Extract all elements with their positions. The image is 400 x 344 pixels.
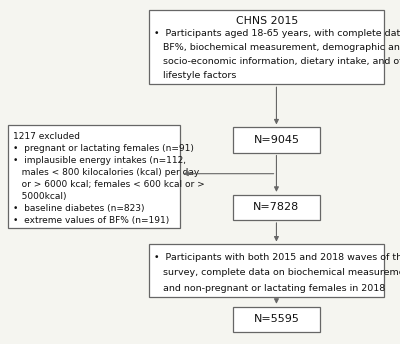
Text: lifestyle factors: lifestyle factors [154,71,236,80]
Text: males < 800 kilocalories (kcal) per day: males < 800 kilocalories (kcal) per day [13,168,199,177]
Bar [233,307,320,332]
Text: •  Participants aged 18-65 years, with complete data on: • Participants aged 18-65 years, with co… [154,29,400,38]
Text: BF%, biochemical measurement, demographic and: BF%, biochemical measurement, demographi… [154,43,400,52]
Bar [8,125,180,228]
Text: N=5595: N=5595 [254,314,299,324]
Text: and non-pregnant or lactating females in 2018: and non-pregnant or lactating females in… [154,284,385,293]
Text: survey, complete data on biochemical measurement: survey, complete data on biochemical mea… [154,268,400,277]
Text: •  Participants with both 2015 and 2018 waves of the: • Participants with both 2015 and 2018 w… [154,253,400,262]
Bar [233,127,320,153]
Bar [149,245,384,297]
Text: 1217 excluded: 1217 excluded [13,131,80,141]
Text: CHNS 2015: CHNS 2015 [236,16,298,26]
Text: N=7828: N=7828 [253,202,300,212]
Text: •  implausible energy intakes (n=112,: • implausible energy intakes (n=112, [13,156,186,165]
Bar [149,10,384,84]
Text: socio-economic information, dietary intake, and other: socio-economic information, dietary inta… [154,57,400,66]
Text: N=9045: N=9045 [254,135,300,145]
Text: •  extreme values of BF% (n=191): • extreme values of BF% (n=191) [13,216,169,226]
Text: or > 6000 kcal; females < 600 kcal or >: or > 6000 kcal; females < 600 kcal or > [13,180,204,189]
Bar [233,195,320,220]
Text: 5000kcal): 5000kcal) [13,192,66,201]
Text: •  baseline diabetes (n=823): • baseline diabetes (n=823) [13,204,144,213]
Text: •  pregnant or lactating females (n=91): • pregnant or lactating females (n=91) [13,144,194,153]
